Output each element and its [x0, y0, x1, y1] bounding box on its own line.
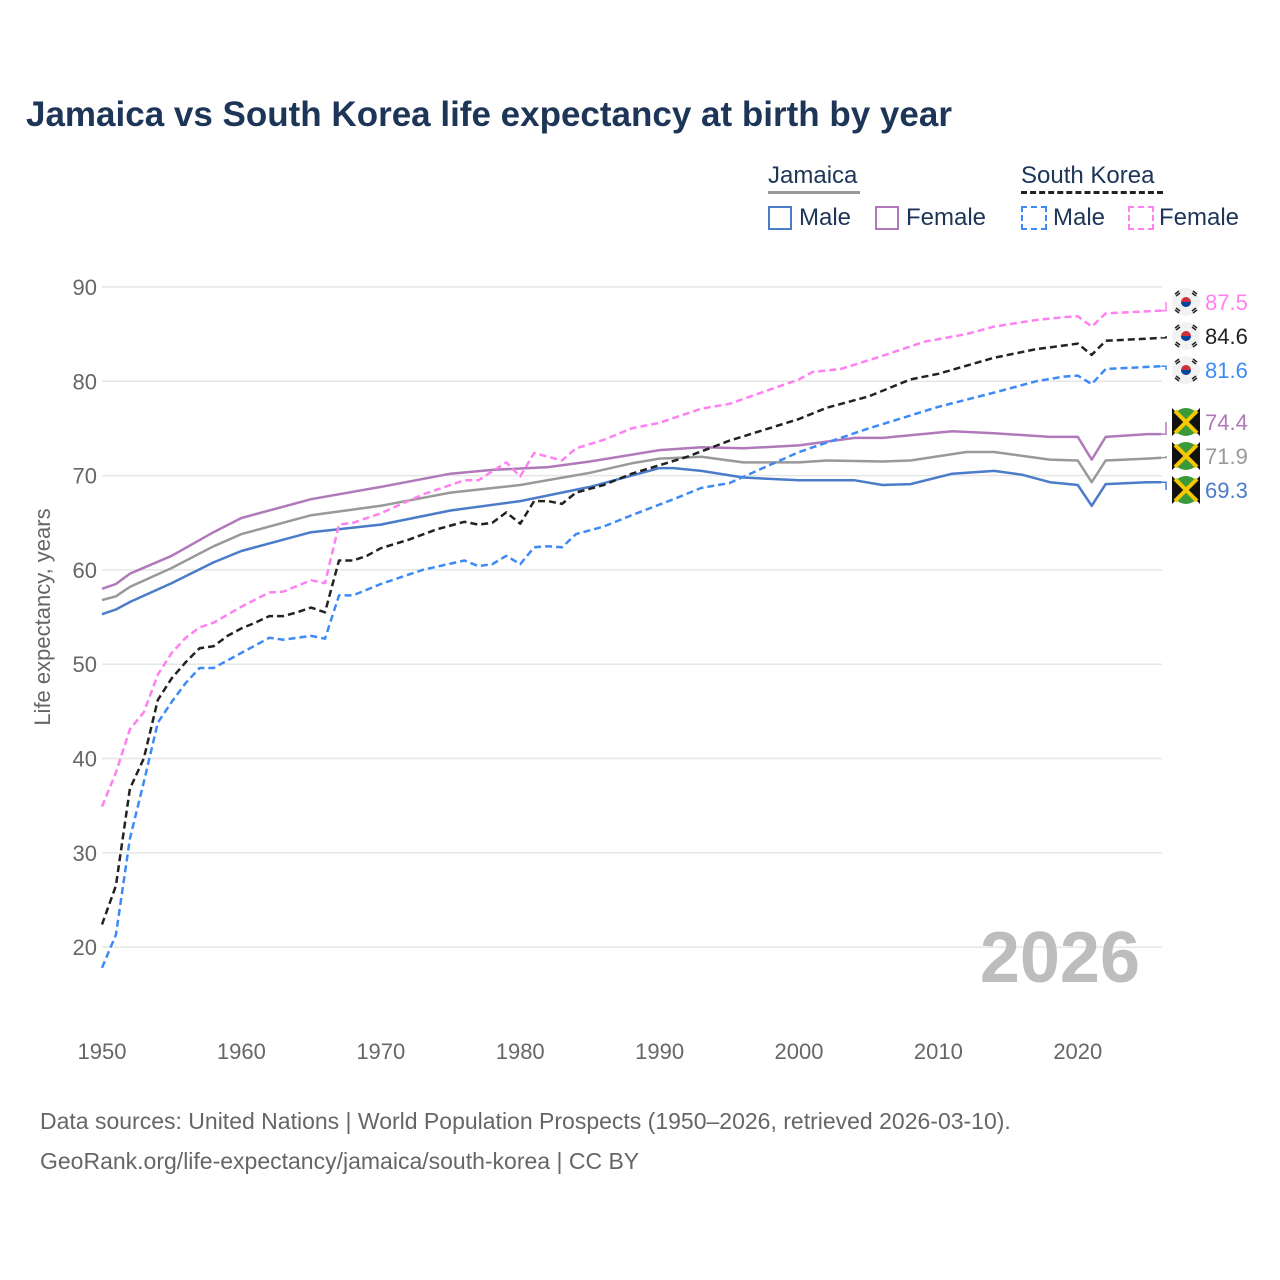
flag-trigrams — [1174, 324, 1198, 348]
legend-jamaica-male[interactable]: Male — [799, 204, 852, 231]
flag-taegeuk-bottom — [1181, 370, 1191, 375]
label-connector — [1161, 456, 1167, 459]
flag-saltire — [1173, 443, 1199, 469]
south-korea-flag-icon — [1172, 322, 1200, 350]
flag-saltire — [1173, 477, 1199, 503]
series-line-south-korea-male — [100, 364, 1162, 969]
legend-jamaica-female[interactable]: Female — [906, 204, 987, 231]
end-value-label: 81.6 — [1205, 358, 1248, 383]
y-tick-label: 50 — [73, 652, 97, 677]
x-tick-label: 2000 — [775, 1039, 824, 1064]
jamaica-flag-icon — [1172, 408, 1200, 436]
y-tick-label: 80 — [73, 369, 97, 394]
x-tick-label: 1970 — [356, 1039, 405, 1064]
y-tick-label: 40 — [73, 747, 97, 772]
legend-south-korea-male[interactable]: Male — [1053, 204, 1106, 231]
label-connector — [1161, 365, 1167, 370]
south-korea-flag-icon — [1172, 356, 1200, 384]
year-watermark: 2026 — [980, 918, 1140, 998]
jamaica-flag-icon — [1172, 442, 1200, 470]
flag-trigrams — [1174, 358, 1198, 382]
series-line-jamaica-male — [101, 466, 1162, 616]
x-tick-label: 2010 — [914, 1039, 963, 1064]
end-value-label: 69.3 — [1205, 478, 1248, 503]
label-connector — [1161, 481, 1167, 490]
legend-swatch-south-korea-male — [1021, 206, 1047, 230]
source-text: Data sources: United Nations | World Pop… — [40, 1108, 1011, 1134]
flag-taegeuk-bottom — [1181, 302, 1191, 307]
flag-taegeuk-bottom — [1181, 336, 1191, 341]
y-tick-label: 30 — [73, 841, 97, 866]
south-korea-flag-icon — [1172, 288, 1200, 316]
x-tick-label: 1980 — [496, 1039, 545, 1064]
series-line-jamaica-female — [101, 430, 1162, 590]
legend-jamaica-line — [768, 191, 860, 194]
legend-south-korea-female[interactable]: Female — [1159, 204, 1240, 231]
legend-south-korea-line — [1021, 191, 1163, 194]
flag-trigrams — [1174, 290, 1198, 314]
legend-swatch-jamaica-male — [768, 206, 792, 230]
end-value-label: 71.9 — [1205, 444, 1248, 469]
chart-title: Jamaica vs South Korea life expectancy a… — [26, 95, 952, 134]
series-line-jamaica — [101, 450, 1162, 602]
y-tick-label: 60 — [73, 558, 97, 583]
end-value-label: 84.6 — [1205, 324, 1248, 349]
end-value-label: 74.4 — [1205, 410, 1248, 435]
end-value-label: 87.5 — [1205, 290, 1248, 315]
y-tick-label: 20 — [73, 935, 97, 960]
y-tick-label: 90 — [73, 275, 97, 300]
label-connector — [1161, 336, 1167, 339]
x-tick-label: 1950 — [78, 1039, 127, 1064]
label-connector — [1161, 302, 1167, 312]
series-line-south-korea-female — [100, 309, 1162, 808]
y-axis-label: Life expectancy, years — [30, 508, 55, 725]
flag-saltire — [1173, 409, 1199, 435]
legend-swatch-jamaica-female — [875, 206, 899, 230]
series-line-south-korea — [100, 336, 1162, 925]
y-tick-label: 70 — [73, 464, 97, 489]
legend-group-south-korea[interactable]: South Korea — [1021, 162, 1155, 189]
x-tick-label: 1990 — [635, 1039, 684, 1064]
legend-group-jamaica[interactable]: Jamaica — [768, 162, 858, 189]
jamaica-flag-icon — [1172, 476, 1200, 504]
label-connector — [1161, 422, 1167, 435]
x-tick-label: 1960 — [217, 1039, 266, 1064]
legend-swatch-south-korea-female — [1128, 206, 1154, 230]
source-link[interactable]: GeoRank.org/life-expectancy/jamaica/sout… — [40, 1148, 640, 1174]
x-tick-label: 2020 — [1053, 1039, 1102, 1064]
